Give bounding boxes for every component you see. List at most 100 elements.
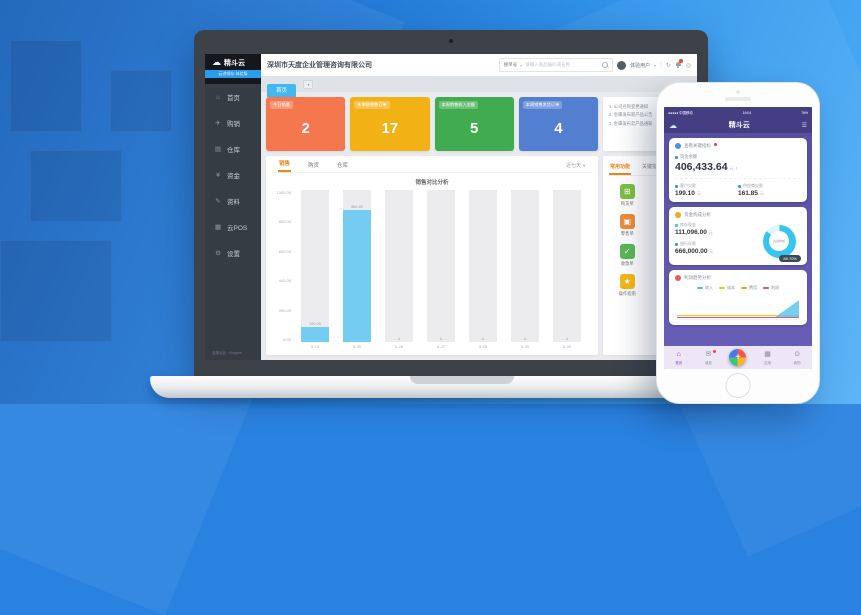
laptop-base-notch <box>410 376 514 384</box>
cloud-logo-icon: ☁ <box>669 120 677 130</box>
chart-range-select[interactable]: 近七天 ∨ <box>565 163 586 169</box>
sidebar-item-data[interactable]: ✎ 资料 <box>205 188 261 214</box>
sidebar-item-home[interactable]: ⌂ 首页 <box>205 84 261 110</box>
funds-composition-card[interactable]: 资金构成分析 › 库存现金 111,096.00 元银行存款 666,000.00 … <box>669 207 807 265</box>
sidebar-item-label: 购销 <box>227 121 240 128</box>
x-axis-label: 5-25 <box>352 344 361 349</box>
phone-mockup: ●●●●● 中国移动 16:04 76% ☁ 精斗云 ☰ 查看关键指标 资金余额… <box>656 82 820 404</box>
quick-item-label: 操作指南 <box>618 291 636 296</box>
chevron-down-icon: ▾ <box>520 62 523 68</box>
topbar: 深圳市天度企业管理咨询有限公司 搜单号 ▾ 请输入商品编码或名称 体验用户 ▾ … <box>261 54 697 76</box>
chart-bar: 0 5-29 <box>504 190 546 352</box>
legend-label: 收入 <box>705 285 713 290</box>
user-menu[interactable]: 体验用户 <box>630 62 651 69</box>
alert-dot <box>714 143 717 146</box>
legend-color-swatch <box>719 287 725 289</box>
phone-tab-label: 首页 <box>675 360 683 365</box>
tab-bar: 首页 ▾ <box>261 76 697 97</box>
bullet-icon <box>675 155 678 159</box>
search-input[interactable]: 请输入商品编码或名称 <box>525 62 571 67</box>
sidebar-item-cloud-pos[interactable]: ▦ 云POS <box>205 214 261 240</box>
sidebar-item-funds[interactable]: ¥ 资金 <box>205 162 261 188</box>
stat-card-0[interactable]: 今日销量 2 <box>266 97 346 151</box>
avatar[interactable] <box>617 60 627 70</box>
divider: | <box>660 62 662 68</box>
phone-speaker <box>725 97 751 101</box>
notice-item[interactable]: 1. 公司名称变更通知 <box>609 104 649 109</box>
notice-item[interactable]: 3. 金蝶发布云产品通知 <box>609 120 653 126</box>
refresh-icon[interactable]: ↻ <box>665 62 671 69</box>
metric-col-客户欠款: 客户欠款 199.10 元 <box>675 183 738 197</box>
stat-cards-row: 今日销量 2 未审核销售订单 17 本周销售收入金额 5 本周销售发货订单 4 <box>266 97 598 151</box>
home-button[interactable] <box>725 373 751 398</box>
stat-card-label: 本周销售收入金额 <box>438 101 479 109</box>
phone-tab-profile[interactable]: ⊙ 我的 <box>785 351 809 365</box>
warehouse-icon: ▤ <box>214 146 222 153</box>
bar-chart: 1000.00 800.00 600.00 400.00 200.00 0.00 100.… <box>272 186 592 352</box>
legend-color-swatch <box>697 287 703 289</box>
stat-card-1[interactable]: 未审核销售订单 17 <box>350 97 430 151</box>
carrier-signal: ●●●●● 中国移动 <box>668 111 693 115</box>
square-icon <box>738 184 741 188</box>
quick-tab-关键指标[interactable]: 关键指标 <box>642 164 663 170</box>
phone-tab-home[interactable]: ⌂ 首页 <box>667 351 691 365</box>
legend-color-swatch <box>741 287 747 289</box>
phone-tab-add[interactable]: + <box>726 349 750 366</box>
fund-row-库存现金: 库存现金 111,096.00 元 <box>675 222 757 236</box>
bullet-icon <box>675 223 678 227</box>
quick-item-操作指南[interactable]: ★ 操作指南 <box>619 274 636 297</box>
tab-home[interactable]: 首页 <box>267 83 297 97</box>
notification-bell-icon[interactable] <box>675 59 683 69</box>
sidebar-item-purchase-sales[interactable]: ✈ 购销 <box>205 110 261 136</box>
phone-tab-apps[interactable]: ▦ 应用 <box>756 351 780 365</box>
tab-dropdown[interactable]: ▾ <box>303 80 314 89</box>
quick-item-零售单[interactable]: ▣ 零售单 <box>619 214 635 237</box>
trend-icon <box>675 275 681 281</box>
sidebar-item-warehouse[interactable]: ▤ 仓库 <box>205 136 261 162</box>
quick-item-收款单[interactable]: ✓ 收款单 <box>619 244 635 267</box>
legend-label: 费用 <box>749 285 757 290</box>
x-axis-label: 5-26 <box>394 344 403 349</box>
metric-value: 161.85 元 <box>738 190 764 197</box>
search-category-select[interactable]: 搜单号 <box>503 62 518 67</box>
bar-fill <box>343 210 371 342</box>
chart-tab-购货[interactable]: 购货 <box>308 163 320 169</box>
quick-item-购货单[interactable]: ⊞ 购货单 <box>619 184 635 207</box>
metric-label-text: 客户欠款 <box>680 183 696 188</box>
quick-tab-常用功能[interactable]: 常用功能 <box>609 162 632 175</box>
search-bar[interactable]: 搜单号 ▾ 请输入商品编码或名称 <box>498 58 614 72</box>
power-icon[interactable]: ◎ <box>685 62 691 69</box>
bar-value-label: 0 <box>565 337 569 341</box>
bar-track: 100.00 <box>301 190 329 342</box>
bar-value-label: 100.00 <box>309 321 321 326</box>
legend-label: 利润 <box>771 285 779 290</box>
brand-name: 精斗云 <box>224 59 245 67</box>
stat-card-3[interactable]: 本周销售发货订单 4 <box>518 97 598 151</box>
y-tick-label: 600.00 <box>278 248 291 254</box>
notice-item[interactable]: 2. 金蝶发布新产品公告 <box>609 112 653 118</box>
search-icon[interactable] <box>602 62 609 68</box>
legend-item-收入: 收入 <box>697 285 713 291</box>
plane-icon: ✈ <box>215 120 221 127</box>
profit-trend-card[interactable]: 利润趋势分析 收入 成本 费用 利润 <box>669 270 807 325</box>
check-icon: ✓ <box>619 244 635 259</box>
bars-area: 100.00 5-24 866.80 5-25 0 5-26 0 5-27 0 5-28 0 5-29… <box>294 190 588 352</box>
gear-icon: ⚙ <box>215 250 221 257</box>
key-metrics-card[interactable]: 查看关键指标 资金余额 406,433.64 元 › 客户欠款 199.10 元 供… <box>669 138 807 202</box>
bullet-icon <box>675 242 678 246</box>
card-header: 资金构成分析 <box>684 212 711 217</box>
hamburger-menu-icon[interactable]: ☰ <box>801 122 807 129</box>
sidebar-item-settings[interactable]: ⚙ 设置 <box>205 240 261 266</box>
fund-row-label: 银行存款 <box>675 241 757 247</box>
stat-card-label: 未审核销售订单 <box>354 101 390 109</box>
chart-bar: 0 5-27 <box>420 190 462 352</box>
chart-tab-仓库[interactable]: 仓库 <box>337 163 349 169</box>
phone-tab-messages[interactable]: ✉ 消息 <box>696 349 720 365</box>
chart-bar: 0 5-26 <box>378 190 420 352</box>
stat-card-2[interactable]: 本周销售收入金额 5 <box>434 97 514 151</box>
brand-edition: 云进销存·体验版 <box>205 70 261 78</box>
chart-tab-销售[interactable]: 销售 <box>278 155 292 172</box>
x-axis-label: 5-27 <box>436 344 445 349</box>
unit-label: 元 <box>759 191 764 196</box>
clock: 16:04 <box>742 110 752 115</box>
